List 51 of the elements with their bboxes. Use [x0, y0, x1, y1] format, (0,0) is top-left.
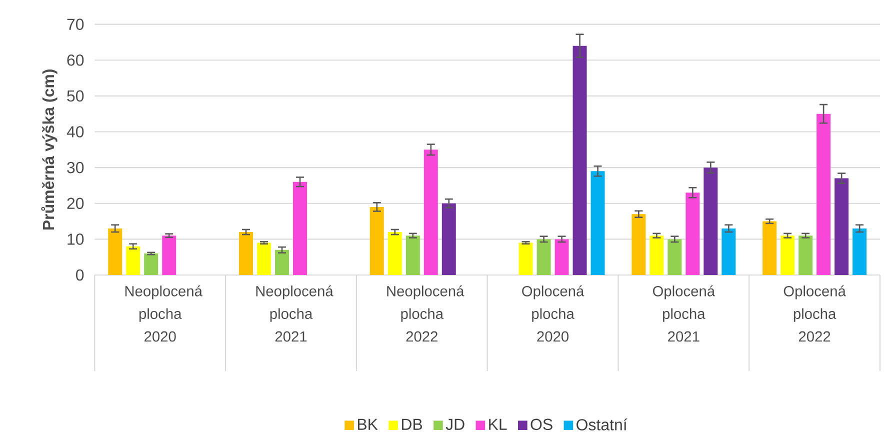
- legend-label: OS: [530, 418, 552, 430]
- legend-label: DB: [402, 418, 422, 430]
- bar: [126, 246, 140, 275]
- legend-label: KL: [489, 418, 507, 430]
- bar: [257, 242, 272, 275]
- bar: [536, 239, 551, 275]
- bar: [144, 253, 158, 275]
- bar: [686, 192, 700, 275]
- y-tick-label: 40: [66, 126, 84, 138]
- bar: [632, 214, 646, 275]
- bar: [852, 228, 867, 275]
- bar: [108, 228, 122, 275]
- bar: [554, 239, 569, 275]
- y-tick-label: 0: [76, 269, 84, 280]
- bar: [762, 221, 777, 275]
- y-tick-label: 60: [67, 54, 84, 66]
- bar: [798, 235, 813, 275]
- bar: [406, 235, 420, 275]
- bar: [275, 250, 289, 275]
- bar: [722, 228, 736, 275]
- bar: [442, 203, 456, 275]
- bar: [650, 235, 664, 275]
- bar: [424, 150, 438, 275]
- bar: [572, 46, 587, 275]
- bar: [370, 206, 384, 275]
- bar: [590, 170, 605, 275]
- bar: [668, 239, 682, 275]
- x-tick-label: Neoplocená plocha 2020: [125, 285, 202, 342]
- legend-label: BK: [358, 418, 378, 430]
- x-tick-label: Oplocená plocha 2022: [784, 285, 846, 342]
- bar: [518, 242, 533, 275]
- y-tick-label: 30: [67, 162, 84, 174]
- legend-label: JD: [446, 418, 464, 430]
- bar: [834, 178, 849, 275]
- y-tick-label: 20: [67, 198, 84, 209]
- y-axis-title: Průměrná výška (cm): [41, 69, 58, 230]
- bar: [293, 182, 307, 275]
- y-tick-label: 50: [67, 90, 84, 102]
- bar: [780, 235, 795, 275]
- legend-label: Ostatní: [576, 418, 628, 430]
- bar: [162, 235, 176, 275]
- y-tick-label: 70: [67, 18, 84, 30]
- x-tick-label: Oplocená plocha 2021: [652, 285, 716, 342]
- x-tick-label: Neoplocená plocha 2022: [387, 285, 464, 342]
- bar: [239, 232, 254, 275]
- x-tick-label: Neoplocená plocha 2021: [256, 285, 334, 342]
- bar: [388, 232, 402, 275]
- y-tick-label: 10: [68, 233, 84, 245]
- bar: [816, 114, 831, 275]
- bar: [704, 167, 718, 275]
- x-tick-label: Oplocená plocha 2020: [522, 285, 584, 342]
